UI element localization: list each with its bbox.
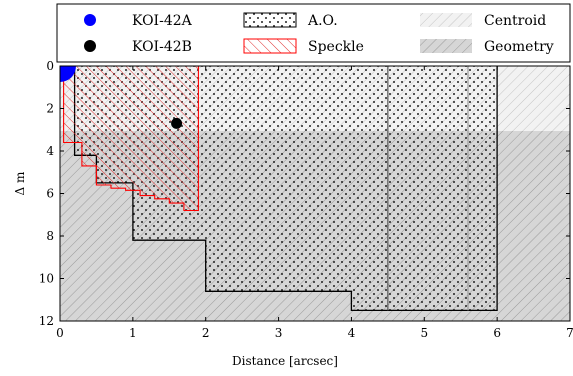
x-tick-label: 3 [275, 326, 283, 340]
y-tick-label: 6 [46, 187, 54, 201]
y-tick-label: 12 [39, 314, 54, 328]
y-tick-label: 0 [46, 59, 54, 73]
x-tick-label: 4 [348, 326, 356, 340]
legend-centroid-label: Centroid [484, 13, 546, 29]
legend: KOI-42A A.O. Centroid KOI-42B Speckle Geometr… [56, 3, 571, 63]
y-tick-label: 8 [46, 229, 54, 243]
speckle-region [63, 66, 199, 211]
legend-speckle-swatch [243, 38, 297, 54]
legend-koi-42b-marker [84, 40, 96, 52]
koi-42a-point [60, 66, 76, 82]
legend-a-o-label: A.O. [307, 13, 338, 29]
legend-box [56, 3, 571, 63]
speckle-boundary-line [63, 66, 199, 212]
legend-speckle-label: Speckle [308, 39, 364, 55]
legend-geometry-swatch [420, 39, 472, 53]
y-axis-label: Δ m [13, 171, 27, 195]
legend-a-o-swatch [243, 12, 297, 28]
x-tick-label: 7 [566, 326, 573, 340]
y-tick-label: 10 [39, 272, 54, 286]
plot-clip-group [60, 66, 570, 321]
x-tick-label: 6 [493, 326, 501, 340]
x-tick-label: 5 [420, 326, 428, 340]
x-tick-label: 0 [56, 326, 64, 340]
plot-area [60, 66, 570, 321]
x-axis-label: Distance [arcsec] [232, 354, 338, 368]
y-tick-label: 2 [46, 102, 54, 116]
x-tick-label: 1 [129, 326, 137, 340]
legend-koi-42b-label: KOI-42B [132, 39, 192, 55]
legend-geometry-label: Geometry [484, 39, 554, 55]
x-tick-label: 2 [202, 326, 210, 340]
legend-centroid-swatch [420, 13, 472, 27]
koi-42b-point [171, 117, 183, 129]
legend-koi-42a-marker [84, 14, 96, 26]
legend-koi-42a-label: KOI-42A [132, 13, 193, 29]
y-tick-label: 4 [46, 144, 54, 158]
